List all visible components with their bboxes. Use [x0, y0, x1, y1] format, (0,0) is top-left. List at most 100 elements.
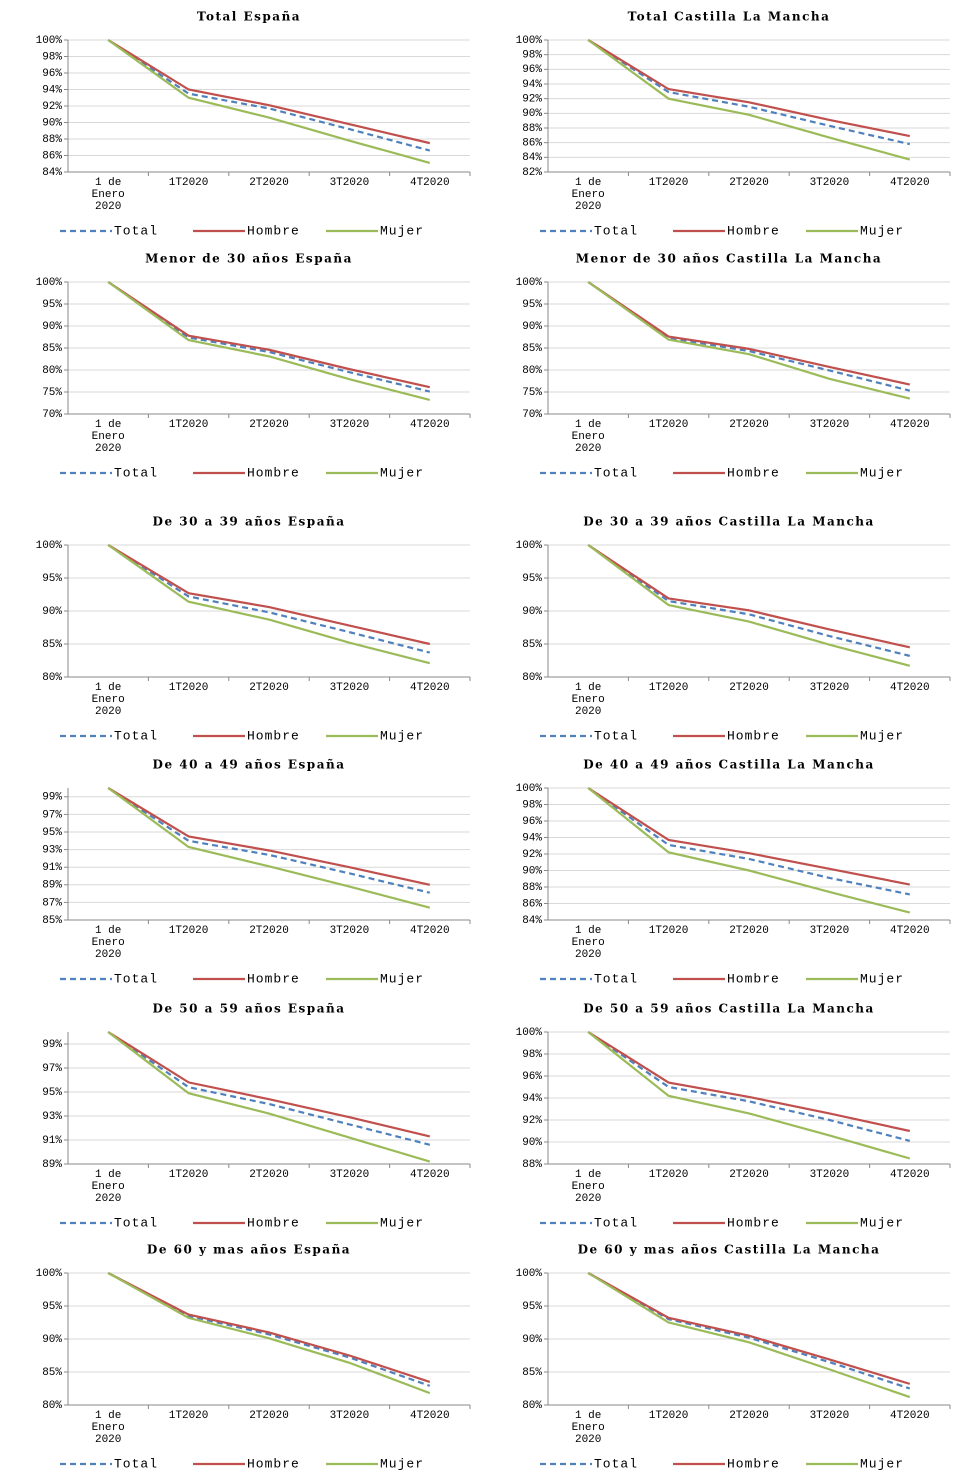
x-tick-label-box: 1T2020	[169, 682, 209, 694]
x-tick-label: 1 de Enero 2020	[91, 177, 125, 213]
y-tick-label: 100%	[36, 540, 63, 552]
y-tick-label: 85%	[42, 915, 62, 927]
x-tick-label: 1T2020	[648, 1169, 689, 1181]
x-tick-label: 1T2020	[648, 419, 689, 431]
x-tick-label-box: 1T2020	[649, 925, 689, 937]
x-tick-label-box: 2T2020	[249, 1410, 289, 1422]
y-tick-label: 93%	[42, 845, 62, 857]
x-tick-label-box: 1T2020	[169, 177, 209, 189]
legend-label: Total	[114, 465, 158, 480]
chart-title: Total España	[197, 10, 301, 24]
y-tick-label: 75%	[42, 387, 62, 399]
legend-label: Total	[594, 971, 638, 986]
x-tick-label-box: 1T2020	[648, 1169, 689, 1181]
x-tick-label: 1 de Enero 2020	[91, 419, 125, 455]
x-tick-label-box: 4T2020	[409, 682, 450, 694]
x-tick-label: 3T2020	[809, 1169, 850, 1181]
x-tick-label-box: 4T2020	[890, 1410, 930, 1422]
x-tick-label: 2T2020	[729, 1169, 769, 1181]
y-tick-label: 84%	[522, 915, 542, 927]
x-tick-label: 4T2020	[889, 925, 930, 937]
legend-label: Hombre	[727, 728, 780, 743]
legend-label: Mujer	[380, 465, 424, 480]
legend-label: Mujer	[860, 223, 904, 238]
x-tick-label-box: 2T2020	[729, 177, 769, 189]
y-tick-label: 98%	[42, 51, 62, 63]
x-tick-label: 1 de Enero 2020	[91, 1169, 125, 1205]
x-tick-label: 2T2020	[249, 177, 289, 189]
x-tick-label: 1 de Enero 2020	[91, 925, 125, 961]
y-tick-label: 100%	[36, 35, 63, 47]
series-line	[587, 544, 911, 649]
x-tick-label: 3T2020	[329, 925, 370, 937]
legend-label: Mujer	[860, 465, 904, 480]
legend-label: Total	[114, 971, 158, 986]
legend-label: Total	[114, 1456, 158, 1471]
y-tick-label: 100%	[516, 35, 543, 47]
x-tick-label-box: 1T2020	[649, 177, 689, 189]
y-tick-label: 88%	[42, 134, 62, 146]
series-line	[107, 281, 431, 401]
x-tick-label: 2T2020	[249, 1410, 289, 1422]
y-tick-label: 70%	[42, 409, 62, 421]
x-tick-label-box: 3T2020	[330, 1169, 370, 1181]
x-tick-label-box: 1 de Enero 2020	[91, 925, 125, 961]
x-tick-label-box: 3T2020	[810, 177, 850, 189]
y-tick-label: 89%	[42, 1159, 62, 1171]
series-line	[587, 787, 911, 914]
x-tick-label: 3T2020	[809, 682, 850, 694]
x-tick-label-box: 3T2020	[330, 419, 370, 431]
series-line	[107, 1031, 431, 1146]
x-tick-label: 2T2020	[729, 1410, 769, 1422]
x-tick-label: 1T2020	[648, 1410, 689, 1422]
x-tick-label: 2T2020	[249, 1169, 289, 1181]
y-tick-label: 92%	[42, 101, 62, 113]
y-tick-label: 89%	[42, 880, 62, 892]
x-tick-label-box: 1 de Enero 2020	[572, 925, 605, 961]
y-tick-label: 98%	[522, 1049, 542, 1061]
x-tick-label-box: 1 de Enero 2020	[572, 1169, 605, 1205]
y-tick-label: 98%	[522, 50, 542, 62]
y-tick-label: 91%	[42, 862, 62, 874]
x-tick-label-box: 2T2020	[729, 419, 769, 431]
y-tick-label: 90%	[522, 108, 542, 120]
y-tick-label: 97%	[42, 809, 62, 821]
chart-title: De 40 a 49 años España	[153, 758, 346, 772]
x-tick-label-box: 4T2020	[410, 1410, 450, 1422]
x-tick-label-box: 2T2020	[729, 925, 769, 937]
x-tick-label-box: 2T2020	[249, 925, 289, 937]
x-tick-label: 4T2020	[409, 682, 450, 694]
legend-label: Hombre	[247, 223, 300, 238]
series-line	[107, 544, 431, 646]
x-tick-label-box: 3T2020	[330, 1410, 370, 1422]
series-line	[587, 1031, 911, 1142]
x-tick-label: 4T2020	[889, 419, 930, 431]
y-tick-label: 90%	[522, 865, 542, 877]
y-tick-label: 95%	[522, 573, 542, 585]
y-tick-label: 80%	[42, 365, 62, 377]
y-tick-label: 100%	[516, 783, 543, 795]
x-tick-label-box: 1 de Enero 2020	[91, 177, 125, 213]
x-tick-label: 4T2020	[889, 1169, 930, 1181]
y-tick-label: 95%	[42, 1301, 62, 1313]
x-tick-label: 1 de Enero 2020	[571, 177, 605, 213]
x-tick-label-box: 3T2020	[809, 925, 850, 937]
x-tick-label-box: 4T2020	[889, 925, 930, 937]
x-tick-label: 1 de Enero 2020	[91, 1410, 125, 1446]
legend-label: Hombre	[727, 223, 780, 238]
x-tick-label: 3T2020	[329, 177, 370, 189]
x-tick-label: 1T2020	[168, 419, 209, 431]
x-tick-label: 3T2020	[329, 682, 370, 694]
x-tick-label-box: 1T2020	[168, 419, 209, 431]
series-line	[587, 39, 911, 138]
x-tick-label: 3T2020	[809, 925, 850, 937]
y-tick-label: 99%	[42, 792, 62, 804]
x-tick-label-box: 3T2020	[329, 925, 370, 937]
legend-label: Mujer	[860, 1456, 904, 1471]
x-tick-label-box: 4T2020	[890, 682, 930, 694]
x-tick-label: 3T2020	[809, 419, 850, 431]
x-tick-label: 1T2020	[168, 1410, 209, 1422]
x-tick-label: 1 de Enero 2020	[571, 419, 605, 455]
x-tick-label-box: 1T2020	[648, 419, 689, 431]
